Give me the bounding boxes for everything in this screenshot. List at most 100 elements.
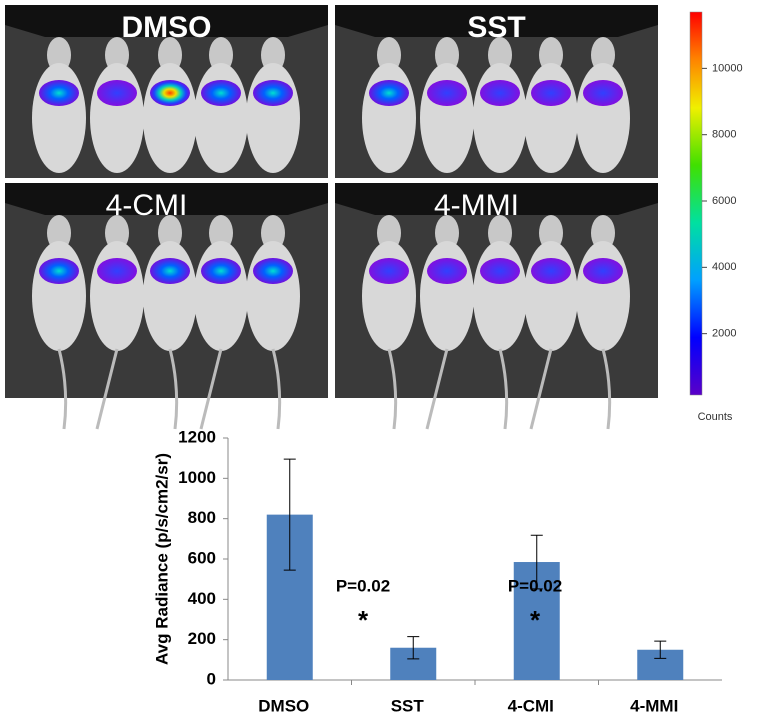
annotation: P=0.02	[508, 576, 562, 595]
error-bar	[530, 534, 543, 590]
annotation: P=0.02	[336, 576, 390, 595]
mouse-body	[576, 241, 630, 351]
panel-label: 4-CMI	[106, 189, 188, 222]
mouse-head	[158, 37, 182, 73]
error-bar	[654, 640, 667, 659]
x-tick-label: SST	[391, 696, 425, 715]
mouse-head	[261, 215, 285, 251]
signal	[427, 80, 467, 106]
mouse-body	[473, 63, 527, 173]
mouse-tail	[601, 348, 612, 430]
y-tick-label: 200	[188, 629, 216, 648]
holder	[335, 183, 658, 215]
mouse-tail	[498, 348, 509, 430]
mouse-body	[194, 63, 248, 173]
mouse-head	[261, 37, 285, 73]
annotation: *	[358, 605, 369, 635]
mouse-head	[488, 215, 512, 251]
colorbar	[689, 11, 703, 396]
mouse-head	[105, 215, 129, 251]
y-axis-label: Avg Radiance (p/s/cm2/sr)	[152, 453, 171, 665]
holder	[5, 183, 328, 215]
signal	[480, 80, 520, 106]
signal	[150, 258, 190, 284]
signal	[39, 80, 79, 106]
mouse-head	[591, 215, 615, 251]
holder	[5, 5, 328, 37]
mouse-tail	[57, 348, 68, 430]
signal	[97, 80, 137, 106]
mouse-body	[194, 241, 248, 351]
panel-label: DMSO	[122, 11, 212, 44]
mouse-head	[435, 215, 459, 251]
signal	[427, 258, 467, 284]
x-tick-label: 4-CMI	[508, 696, 554, 715]
mouse-body	[246, 63, 300, 173]
signal	[531, 258, 571, 284]
y-tick-label: 1200	[178, 427, 216, 446]
x-tick-label: DMSO	[258, 696, 309, 715]
signal	[253, 258, 293, 284]
mouse-head	[435, 37, 459, 73]
signal	[201, 258, 241, 284]
mouse-head	[158, 215, 182, 251]
mouse-body	[32, 63, 86, 173]
error-bar	[283, 458, 296, 571]
mouse-body	[246, 241, 300, 351]
signal	[531, 80, 571, 106]
colorbar-tick-label: 4000	[712, 261, 736, 273]
mouse-body	[473, 241, 527, 351]
mouse-body	[143, 63, 197, 173]
signal	[369, 258, 409, 284]
holder	[335, 5, 658, 37]
mouse-body	[420, 241, 474, 351]
error-bar	[407, 636, 420, 660]
signal	[583, 80, 623, 106]
mouse-tail	[199, 348, 223, 430]
mouse-body	[32, 241, 86, 351]
y-tick-label: 0	[207, 669, 216, 688]
mouse-head	[47, 215, 71, 251]
mouse-body	[362, 63, 416, 173]
signal	[201, 80, 241, 106]
colorbar-tick-label: 10000	[712, 62, 743, 74]
signal	[480, 258, 520, 284]
mouse-tail	[425, 348, 449, 430]
mouse-body	[362, 241, 416, 351]
signal	[150, 80, 190, 106]
mouse-tail	[271, 348, 282, 430]
mouse-tail	[168, 348, 179, 430]
mouse-body	[524, 241, 578, 351]
panel-label: SST	[467, 11, 525, 44]
signal	[39, 258, 79, 284]
mouse-body	[90, 241, 144, 351]
mouse-head	[377, 215, 401, 251]
y-tick-label: 600	[188, 548, 216, 567]
x-tick-label: 4-MMI	[630, 696, 678, 715]
mouse-tail	[95, 348, 119, 430]
signal	[583, 258, 623, 284]
annotation: *	[530, 605, 541, 635]
colorbar-tick-label: 2000	[712, 328, 736, 340]
mouse-head	[209, 215, 233, 251]
mouse-body	[524, 63, 578, 173]
colorbar-label: Counts	[698, 411, 733, 423]
mouse-head	[209, 37, 233, 73]
panel-label: 4-MMI	[434, 189, 519, 222]
y-tick-label: 800	[188, 508, 216, 527]
mouse-tail	[529, 348, 553, 430]
mouse-head	[539, 37, 563, 73]
mouse-body	[576, 63, 630, 173]
mouse-body	[420, 63, 474, 173]
mouse-body	[143, 241, 197, 351]
mouse-head	[591, 37, 615, 73]
mouse-head	[539, 215, 563, 251]
y-tick-label: 1000	[178, 468, 216, 487]
mouse-head	[105, 37, 129, 73]
mouse-head	[47, 37, 71, 73]
mouse-head	[377, 37, 401, 73]
colorbar-tick-label: 6000	[712, 195, 736, 207]
signal	[253, 80, 293, 106]
